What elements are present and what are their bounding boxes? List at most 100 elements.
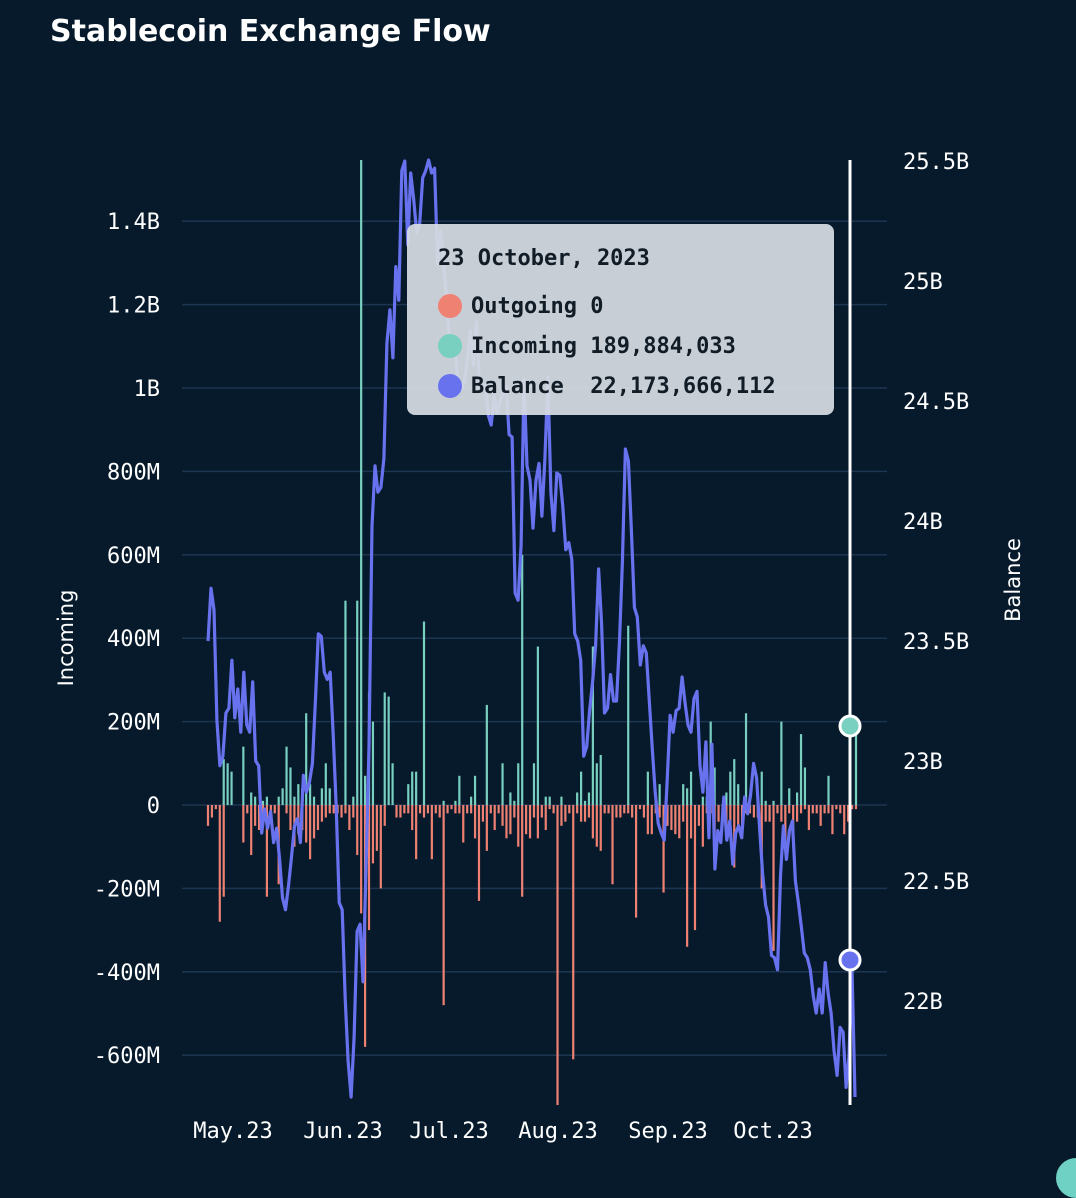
outgoing-bar [532, 805, 536, 818]
outgoing-bar [579, 805, 583, 822]
outgoing-bar [607, 805, 610, 814]
outgoing-bar [250, 805, 253, 856]
incoming-bar [285, 746, 288, 805]
outgoing-bar [489, 805, 492, 814]
right-tick-label: 22B [903, 990, 943, 1015]
outgoing-bar [462, 805, 465, 843]
tooltip-value: 189,884,033 [590, 333, 736, 359]
outgoing-bar [658, 805, 661, 818]
outgoing-bar [854, 805, 858, 810]
incoming-bar [733, 759, 736, 805]
outgoing-bar [678, 805, 681, 839]
incoming-bar [599, 754, 602, 805]
outgoing-bar [289, 805, 292, 831]
outgoing-bar [371, 805, 375, 864]
outgoing-bar [807, 805, 810, 831]
outgoing-bar [352, 805, 355, 818]
chart-title: Stablecoin Exchange Flow [50, 14, 491, 49]
incoming-bar [591, 646, 594, 805]
incoming-bar [513, 800, 516, 805]
outgoing-bar [430, 805, 433, 860]
outgoing-bar [521, 805, 524, 897]
incoming-bar [725, 792, 728, 805]
outgoing-bars [206, 805, 858, 1105]
outgoing-bar [265, 805, 269, 897]
outgoing-bar [214, 805, 217, 810]
outgoing-bar [450, 805, 453, 810]
incoming-bar [250, 792, 253, 805]
outgoing-bar [764, 805, 767, 822]
outgoing-bar [536, 805, 539, 839]
outgoing-bar [556, 805, 559, 1105]
incoming-bar [744, 713, 748, 805]
outgoing-bar [525, 805, 528, 835]
outgoing-bar [312, 805, 316, 839]
outgoing-bar [285, 805, 288, 814]
tooltip: 23 October, 2023 Outgoing 0 Incoming 189… [407, 224, 834, 415]
outgoing-bar [395, 805, 398, 818]
outgoing-bar [737, 805, 740, 826]
outgoing-bar [752, 805, 755, 818]
outgoing-bar [831, 805, 834, 835]
incoming-bar [854, 725, 858, 805]
outgoing-bar [623, 805, 626, 814]
outgoing-bar [552, 805, 555, 814]
incoming-bar [560, 796, 563, 805]
outgoing-bar [466, 805, 469, 814]
tooltip-value: 0 [590, 293, 604, 319]
x-tick-label: Aug.23 [518, 1119, 597, 1144]
outgoing-bar [835, 805, 838, 810]
outgoing-bar [418, 805, 422, 814]
outgoing-bar [674, 805, 677, 835]
incoming-bar [658, 784, 661, 805]
incoming-bar [587, 792, 591, 805]
incoming-bar [242, 746, 245, 805]
left-tick-label: 1B [134, 377, 161, 402]
x-axis-ticks: May.23 Jun.23 Jul.23 Aug.23 Sep.23 Oct.23 [193, 1119, 812, 1144]
outgoing-bar [379, 805, 382, 889]
outgoing-bar [320, 805, 323, 822]
incoming-bar [485, 704, 488, 805]
tooltip-label: Incoming [471, 333, 577, 359]
outgoing-bar [666, 805, 669, 826]
incoming-bar [261, 800, 265, 805]
outgoing-bar [795, 805, 799, 822]
outgoing-bar [662, 805, 665, 893]
outgoing-bar [591, 805, 594, 839]
outgoing-bar [454, 805, 457, 814]
right-tick-label: 24.5B [903, 390, 969, 415]
incoming-bar [289, 767, 292, 805]
incoming-bar [579, 771, 583, 805]
incoming-bar [320, 788, 323, 805]
balance-legend-dot [438, 374, 462, 398]
outgoing-bar [646, 805, 649, 835]
incoming-bar [277, 796, 280, 805]
outgoing-bar [257, 805, 261, 831]
outgoing-bar [470, 805, 473, 814]
incoming-bar [352, 796, 355, 805]
outgoing-bar [505, 805, 508, 839]
outgoing-bar [784, 805, 787, 851]
left-axis-ticks: -600M -400M -200M 0 200M 400M 600M 800M 1B 1.2B 1.… [94, 210, 160, 1069]
incoming-bar [230, 771, 233, 805]
incoming-bar [407, 784, 410, 805]
balance-marker[interactable] [838, 948, 862, 972]
incoming-bar [422, 621, 426, 805]
tooltip-value: 22,173,666,112 [590, 373, 776, 399]
outgoing-bar [222, 805, 225, 897]
left-tick-label: 800M [107, 460, 160, 485]
outgoing-bar [403, 805, 406, 814]
outgoing-bar [246, 805, 249, 814]
outgoing-bar [576, 805, 579, 814]
outgoing-bar [642, 805, 646, 818]
incoming-marker[interactable] [838, 714, 862, 738]
outgoing-bar [850, 805, 854, 810]
outgoing-bar [768, 805, 771, 822]
outgoing-bar [631, 805, 634, 818]
outgoing-bar [603, 805, 606, 814]
outgoing-bar [548, 805, 551, 810]
incoming-bar [713, 767, 716, 805]
left-tick-label: 600M [107, 544, 160, 569]
incoming-bar [701, 796, 704, 805]
